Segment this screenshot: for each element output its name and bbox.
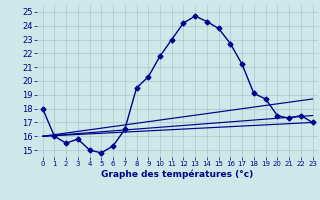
X-axis label: Graphe des températures (°c): Graphe des températures (°c) [101,170,254,179]
